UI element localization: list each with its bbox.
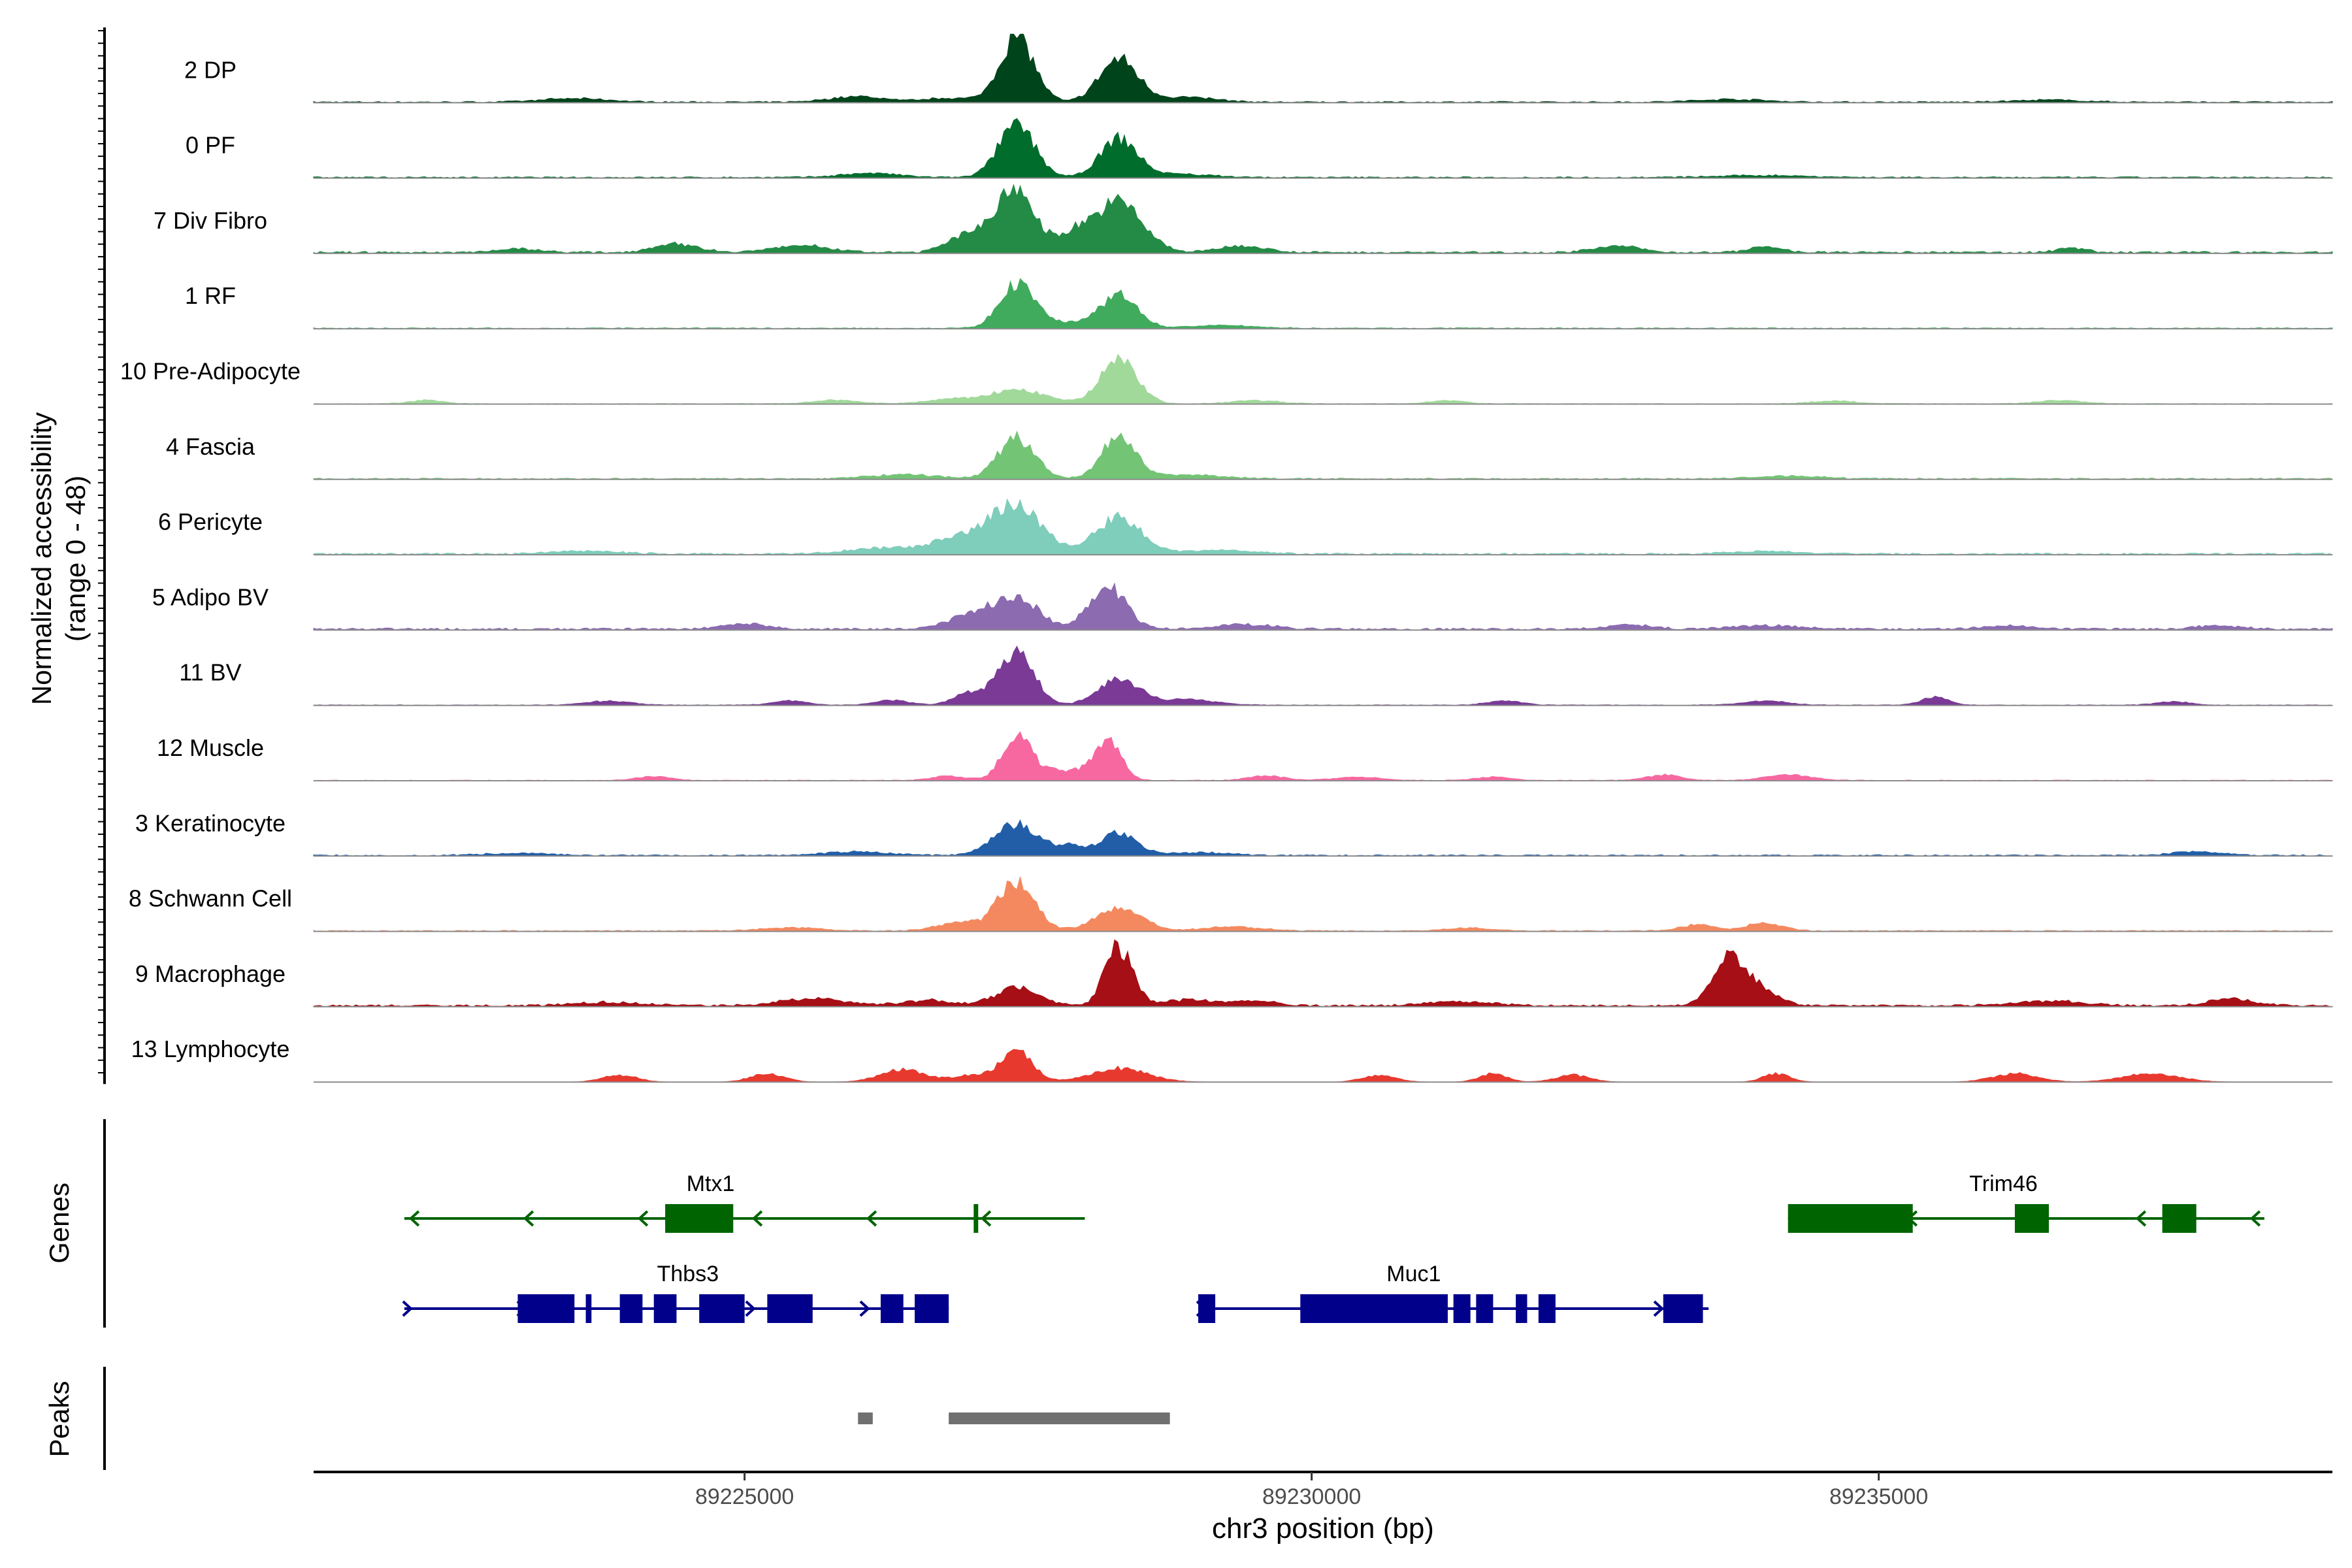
strand-arrow [751, 1210, 763, 1227]
track-2-dp: 2 DP [184, 33, 2333, 104]
coverage-area [314, 1049, 2332, 1083]
gene-exon [1516, 1294, 1527, 1323]
coverage-area [313, 498, 2333, 555]
track-1-rf: 1 RF [185, 278, 2333, 330]
track-label: 9 Macrophage [135, 960, 286, 987]
coverage-area [313, 278, 2333, 329]
x-tick-label: 89235000 [1829, 1484, 1928, 1509]
track-5-adipo-bv: 5 Adipo BV [152, 582, 2333, 631]
coverage-area [313, 582, 2333, 630]
strand-arrow [866, 1210, 877, 1227]
peaks-track: Peaks [44, 1367, 1170, 1470]
track-6-pericyte: 6 Pericyte [158, 498, 2333, 556]
track-label: 1 RF [185, 282, 236, 309]
track-9-macrophage: 9 Macrophage [135, 939, 2333, 1007]
gene-exon [1663, 1294, 1703, 1323]
gene-exon [2162, 1204, 2197, 1233]
strand-arrow [523, 1210, 534, 1227]
x-axis-ticks: 89225000 89230000 89235000 [695, 1472, 1928, 1509]
track-label: 11 BV [179, 659, 241, 686]
strand-arrow [859, 1300, 870, 1317]
track-label: 0 PF [186, 132, 235, 159]
peak-region [949, 1413, 1170, 1424]
gene-name: Mtx1 [687, 1171, 735, 1196]
gene-muc1: Muc1 [1196, 1262, 1709, 1323]
gene-mtx1: Mtx1 [404, 1171, 1085, 1233]
strand-arrow [2249, 1210, 2261, 1227]
gene-trim46: Trim46 [1788, 1171, 2264, 1233]
x-tick-label: 89230000 [1262, 1484, 1361, 1509]
track-12-muscle: 12 Muscle [157, 731, 2333, 781]
gene-exon [1538, 1294, 1556, 1323]
track-10-pre-adipocyte: 10 Pre-Adipocyte [120, 353, 2333, 405]
gene-exon [699, 1294, 745, 1323]
x-axis-label: chr3 position (bp) [1212, 1512, 1434, 1544]
gene-exon [653, 1294, 677, 1323]
gene-exon [585, 1294, 592, 1323]
coverage-area [313, 819, 2333, 857]
track-0-pf: 0 PF [186, 118, 2333, 179]
gene-exon [2014, 1204, 2050, 1233]
track-7-div-fibro: 7 Div Fibro [154, 184, 2333, 254]
track-3-keratinocyte: 3 Keratinocyte [135, 809, 2333, 857]
x-tick-label: 89225000 [695, 1484, 794, 1509]
coverage-area [313, 939, 2333, 1007]
gene-name: Trim46 [1969, 1171, 2038, 1196]
x-axis: 89225000 89230000 89235000 chr3 position (… [314, 1471, 2332, 1544]
gene-exon [767, 1294, 813, 1323]
gene-exon [1198, 1294, 1216, 1323]
coverage-area [313, 645, 2333, 706]
gene-exon [973, 1204, 979, 1233]
gene-thbs3: Thbs3 [402, 1262, 949, 1323]
track-label: 4 Fascia [166, 433, 255, 460]
genes-track-label: Genes [44, 1183, 74, 1264]
gene-name: Thbs3 [657, 1262, 719, 1286]
track-label: 13 Lymphocyte [131, 1036, 290, 1062]
strand-arrow [1653, 1300, 1665, 1317]
track-label: 6 Pericyte [158, 508, 263, 535]
coverage-area [313, 33, 2333, 103]
gene-exon [619, 1294, 643, 1323]
coverage-area [313, 118, 2333, 179]
gene-exon [1453, 1294, 1471, 1323]
coverage-area [313, 876, 2333, 932]
coverage-area [313, 431, 2333, 480]
gene-exon [1476, 1294, 1494, 1323]
track-label: 2 DP [184, 56, 237, 83]
track-label: 10 Pre-Adipocyte [120, 358, 301, 385]
y-axis-title: Normalized accessibility (range 0 - 48) [26, 412, 91, 705]
track-13-lymphocyte: 13 Lymphocyte [131, 1036, 2332, 1083]
strand-arrow [402, 1300, 413, 1317]
gene-exon [915, 1294, 949, 1323]
coverage-area [313, 184, 2333, 254]
strand-arrow [980, 1210, 992, 1227]
gene-exon [1300, 1294, 1448, 1323]
track-4-fascia: 4 Fascia [166, 431, 2333, 480]
track-label: 7 Div Fibro [154, 207, 267, 234]
coverage-area [313, 731, 2333, 781]
gene-exon [880, 1294, 904, 1323]
peaks-track-label: Peaks [44, 1381, 74, 1458]
track-label: 5 Adipo BV [152, 583, 269, 610]
y-axis-sublabel: (range 0 - 48) [60, 476, 91, 642]
gene-exon [1788, 1204, 1913, 1233]
gene-exon [517, 1294, 575, 1323]
track-11-bv: 11 BV [179, 645, 2333, 706]
track-8-schwann-cell: 8 Schwann Cell [129, 876, 2333, 932]
strand-arrow [745, 1300, 756, 1317]
gene-exon [665, 1204, 734, 1233]
gene-name: Muc1 [1386, 1262, 1441, 1286]
track-label: 3 Keratinocyte [135, 809, 286, 836]
strand-arrow [637, 1210, 649, 1227]
track-label: 8 Schwann Cell [129, 885, 292, 912]
genes-track: Genes Mtx1 Trim46 Thbs3 Muc1 [44, 1119, 2264, 1328]
coverage-area [313, 353, 2333, 405]
peak-region [858, 1413, 873, 1424]
y-axis-label: Normalized accessibility [26, 412, 57, 705]
coverage-tracks: 2 DP 0 PF 7 Div Fibro 1 RF 10 Pre-Adipocyte 4… [98, 27, 2333, 1085]
strand-arrow [2135, 1210, 2147, 1227]
track-label: 12 Muscle [157, 734, 264, 761]
strand-arrow [408, 1210, 420, 1227]
